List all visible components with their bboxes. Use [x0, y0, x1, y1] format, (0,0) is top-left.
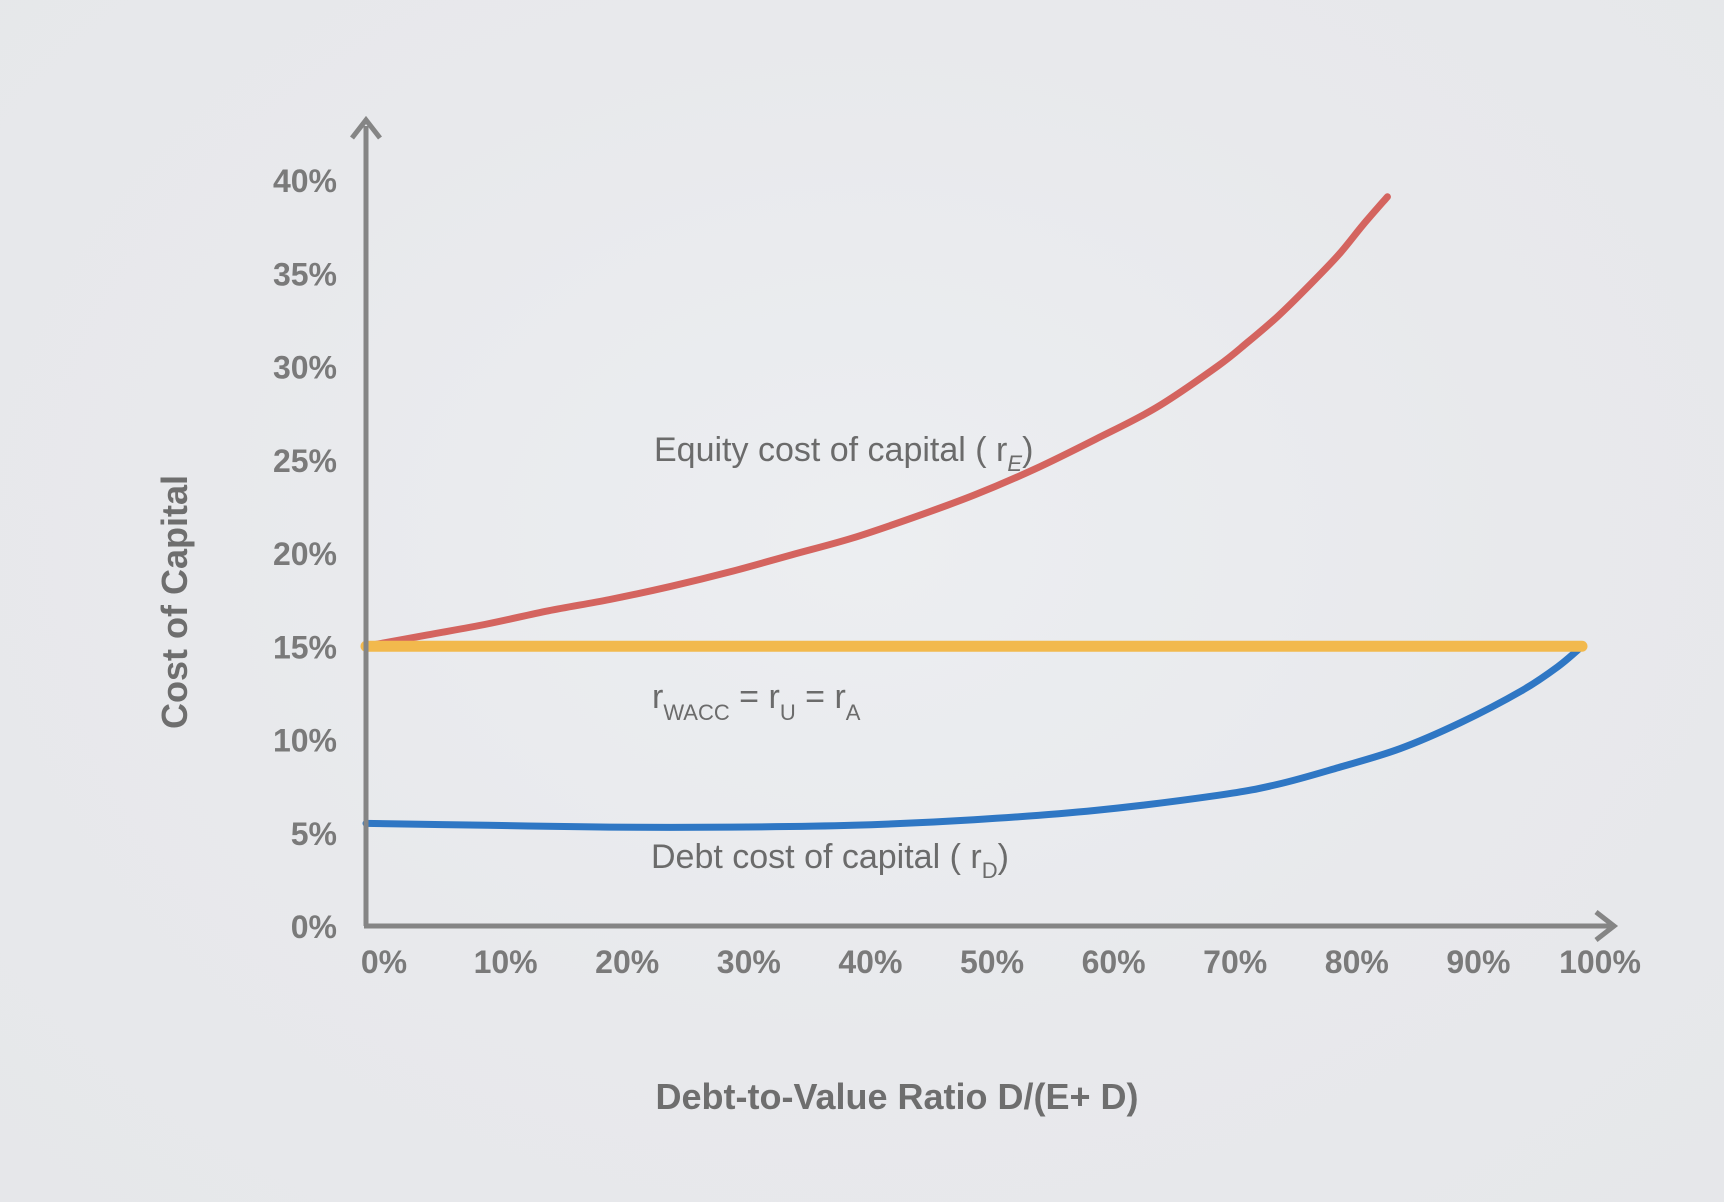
equity-cost-curve [362, 193, 1391, 650]
y-tick-label: 10% [273, 723, 337, 759]
x-tick-label: 80% [1325, 944, 1389, 980]
y-tick-label: 0% [291, 909, 337, 945]
equity-curve-label: Equity cost of capital ( rE) [654, 431, 1033, 476]
y-tick-label: 25% [273, 443, 337, 479]
x-axis-arrowhead [1594, 910, 1619, 942]
x-tick-label: 100% [1559, 944, 1641, 980]
y-tick-label: 30% [273, 350, 337, 386]
y-tick-label: 20% [273, 536, 337, 572]
y-tick-labels: 0% 5% 10% 15% 20% 25% 30% 35% 40% [273, 163, 337, 945]
x-tick-labels: 0% 10% 20% 30% 40% 50% 60% 70% 80% 90% 100% [361, 944, 1641, 980]
x-tick-label: 10% [474, 944, 538, 980]
x-tick-label: 90% [1446, 944, 1510, 980]
debt-cost-curve [362, 642, 1586, 831]
x-axis-title: Debt-to-Value Ratio D/(E+ D) [655, 1076, 1138, 1117]
x-tick-label: 50% [960, 944, 1024, 980]
x-tick-label: 40% [838, 944, 902, 980]
x-tick-label: 70% [1203, 944, 1267, 980]
x-tick-label: 0% [361, 944, 407, 980]
wacc-label: rWACC = rU = rA [652, 678, 861, 725]
x-tick-label: 20% [595, 944, 659, 980]
y-axis-title: Cost of Capital [154, 475, 195, 729]
y-tick-label: 15% [273, 629, 337, 665]
y-axis-arrowhead [350, 115, 382, 140]
y-tick-label: 5% [291, 816, 337, 852]
debt-curve-label: Debt cost of capital ( rD) [651, 838, 1009, 883]
y-tick-label: 40% [273, 163, 337, 199]
series-layer [360, 193, 1588, 831]
x-tick-label: 60% [1082, 944, 1146, 980]
y-tick-label: 35% [273, 256, 337, 292]
x-tick-label: 30% [717, 944, 781, 980]
